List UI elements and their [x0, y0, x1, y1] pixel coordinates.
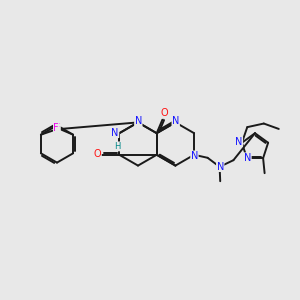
Text: H: H	[114, 142, 120, 151]
Text: F: F	[55, 123, 60, 134]
Text: O: O	[160, 108, 168, 118]
Text: N: N	[217, 161, 224, 172]
Text: N: N	[111, 128, 119, 138]
Text: N: N	[244, 153, 251, 163]
Text: N: N	[172, 116, 179, 127]
Text: O: O	[94, 149, 101, 159]
Text: N: N	[191, 151, 198, 161]
Text: N: N	[135, 116, 142, 127]
Text: F: F	[53, 123, 59, 133]
Text: N: N	[235, 137, 243, 147]
